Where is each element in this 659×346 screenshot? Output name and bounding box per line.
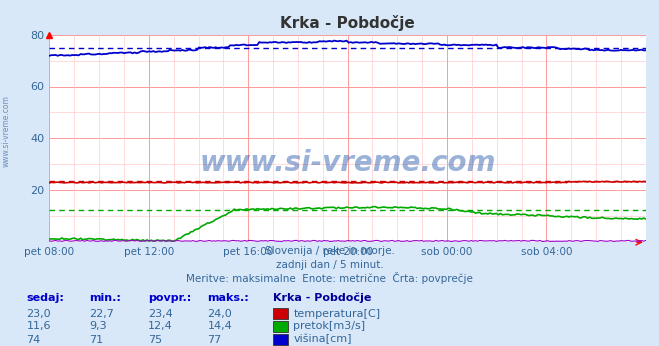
Text: sedaj:: sedaj:	[26, 293, 64, 303]
Text: 12,4: 12,4	[148, 321, 173, 331]
Text: www.si-vreme.com: www.si-vreme.com	[2, 95, 11, 167]
Text: povpr.:: povpr.:	[148, 293, 192, 303]
Text: www.si-vreme.com: www.si-vreme.com	[200, 149, 496, 177]
Text: 14,4: 14,4	[208, 321, 233, 331]
Text: 77: 77	[208, 335, 222, 345]
Text: temperatura[C]: temperatura[C]	[293, 309, 380, 319]
Text: 74: 74	[26, 335, 41, 345]
Text: 23,0: 23,0	[26, 309, 51, 319]
Text: zadnji dan / 5 minut.: zadnji dan / 5 minut.	[275, 260, 384, 270]
Text: Slovenija / reke in morje.: Slovenija / reke in morje.	[264, 246, 395, 256]
Text: min.:: min.:	[89, 293, 121, 303]
Text: maks.:: maks.:	[208, 293, 249, 303]
Text: 71: 71	[89, 335, 103, 345]
Text: Meritve: maksimalne  Enote: metrične  Črta: povprečje: Meritve: maksimalne Enote: metrične Črta…	[186, 272, 473, 284]
Text: 24,0: 24,0	[208, 309, 233, 319]
Text: višina[cm]: višina[cm]	[293, 334, 352, 345]
Text: 9,3: 9,3	[89, 321, 107, 331]
Text: 22,7: 22,7	[89, 309, 114, 319]
Text: 75: 75	[148, 335, 162, 345]
Text: pretok[m3/s]: pretok[m3/s]	[293, 321, 365, 331]
Text: 23,4: 23,4	[148, 309, 173, 319]
Title: Krka - Pobdočje: Krka - Pobdočje	[280, 15, 415, 31]
Text: 11,6: 11,6	[26, 321, 51, 331]
Text: Krka - Pobdočje: Krka - Pobdočje	[273, 292, 372, 303]
